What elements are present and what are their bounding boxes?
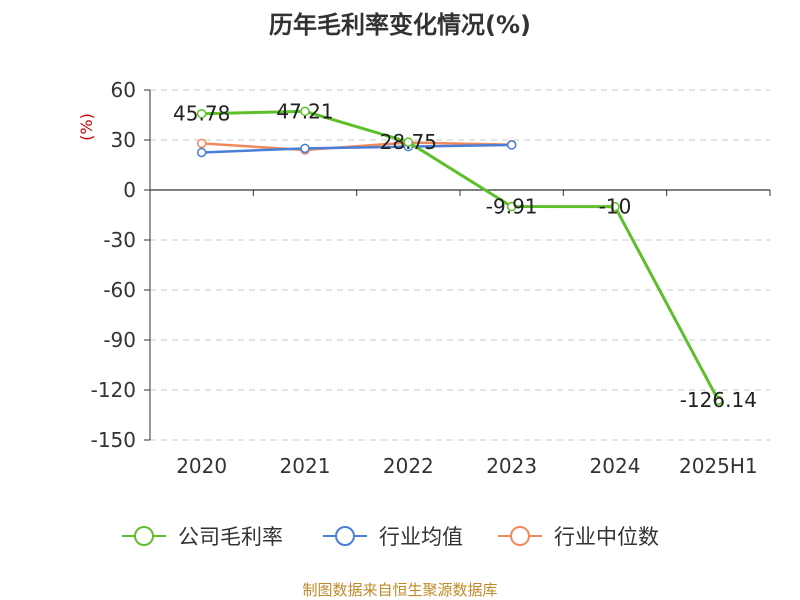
data-point-2 <box>196 138 207 149</box>
data-label: -9.91 <box>486 195 538 219</box>
data-point-0 <box>196 108 207 119</box>
x-tick-label: 2021 <box>280 454 331 478</box>
legend-label: 行业均值 <box>379 525 463 549</box>
y-tick-label: -30 <box>103 228 136 252</box>
y-tick-label: 30 <box>111 128 136 152</box>
chart-title: 历年毛利率变化情况(%) <box>269 11 531 39</box>
x-tick-label: 2024 <box>590 454 641 478</box>
data-labels: 45.78 47.21 28.75 -9.91 -10 -126.14 <box>173 99 757 412</box>
x-tick-labels: 2020 2021 2022 2023 2024 2025H1 <box>176 454 757 478</box>
data-point-1 <box>506 140 517 150</box>
y-tick-label: -90 <box>103 328 136 352</box>
x-tick-label: 2025H1 <box>679 454 758 478</box>
series-line-0 <box>201 109 720 401</box>
data-point-1 <box>300 143 310 154</box>
data-point-0 <box>713 395 724 405</box>
x-tick-label: 2022 <box>383 454 434 478</box>
data-label: 28.75 <box>380 130 437 154</box>
legend-label: 行业中位数 <box>554 525 659 549</box>
legend-marker-icon <box>335 526 355 546</box>
data-label: 47.21 <box>276 99 333 123</box>
y-tick-label: 60 <box>111 78 136 102</box>
y-tick-label: -150 <box>91 428 136 452</box>
data-point-0 <box>300 106 310 117</box>
y-tick-label: 0 <box>123 178 136 202</box>
legend-marker-icon <box>134 526 154 546</box>
series-lines <box>196 106 724 405</box>
legend-marker-icon <box>510 526 530 546</box>
source-note: 制图数据来自恒生聚源数据库 <box>302 581 497 599</box>
data-point-0 <box>403 137 414 147</box>
data-label: -10 <box>599 195 632 219</box>
data-point-0 <box>610 201 620 212</box>
series-line-1 <box>201 143 512 154</box>
data-point-1 <box>196 147 207 158</box>
x-tick-label: 2020 <box>176 454 227 478</box>
y-tick-label: -120 <box>91 378 136 402</box>
data-label: -126.14 <box>680 388 757 412</box>
y-tick-label: -60 <box>103 278 136 302</box>
data-point-0 <box>506 201 517 212</box>
legend-label: 公司毛利率 <box>178 525 283 549</box>
y-tick-labels: 60 30 0 -30 -60 -90 -120 -150 <box>91 78 136 452</box>
legend: 公司毛利率 行业均值 行业中位数 <box>122 525 659 549</box>
axes <box>144 89 771 441</box>
y-unit-label: (%) <box>77 113 96 141</box>
x-tick-label: 2023 <box>486 454 537 478</box>
gridlines <box>150 89 770 441</box>
data-label: 45.78 <box>173 102 230 126</box>
